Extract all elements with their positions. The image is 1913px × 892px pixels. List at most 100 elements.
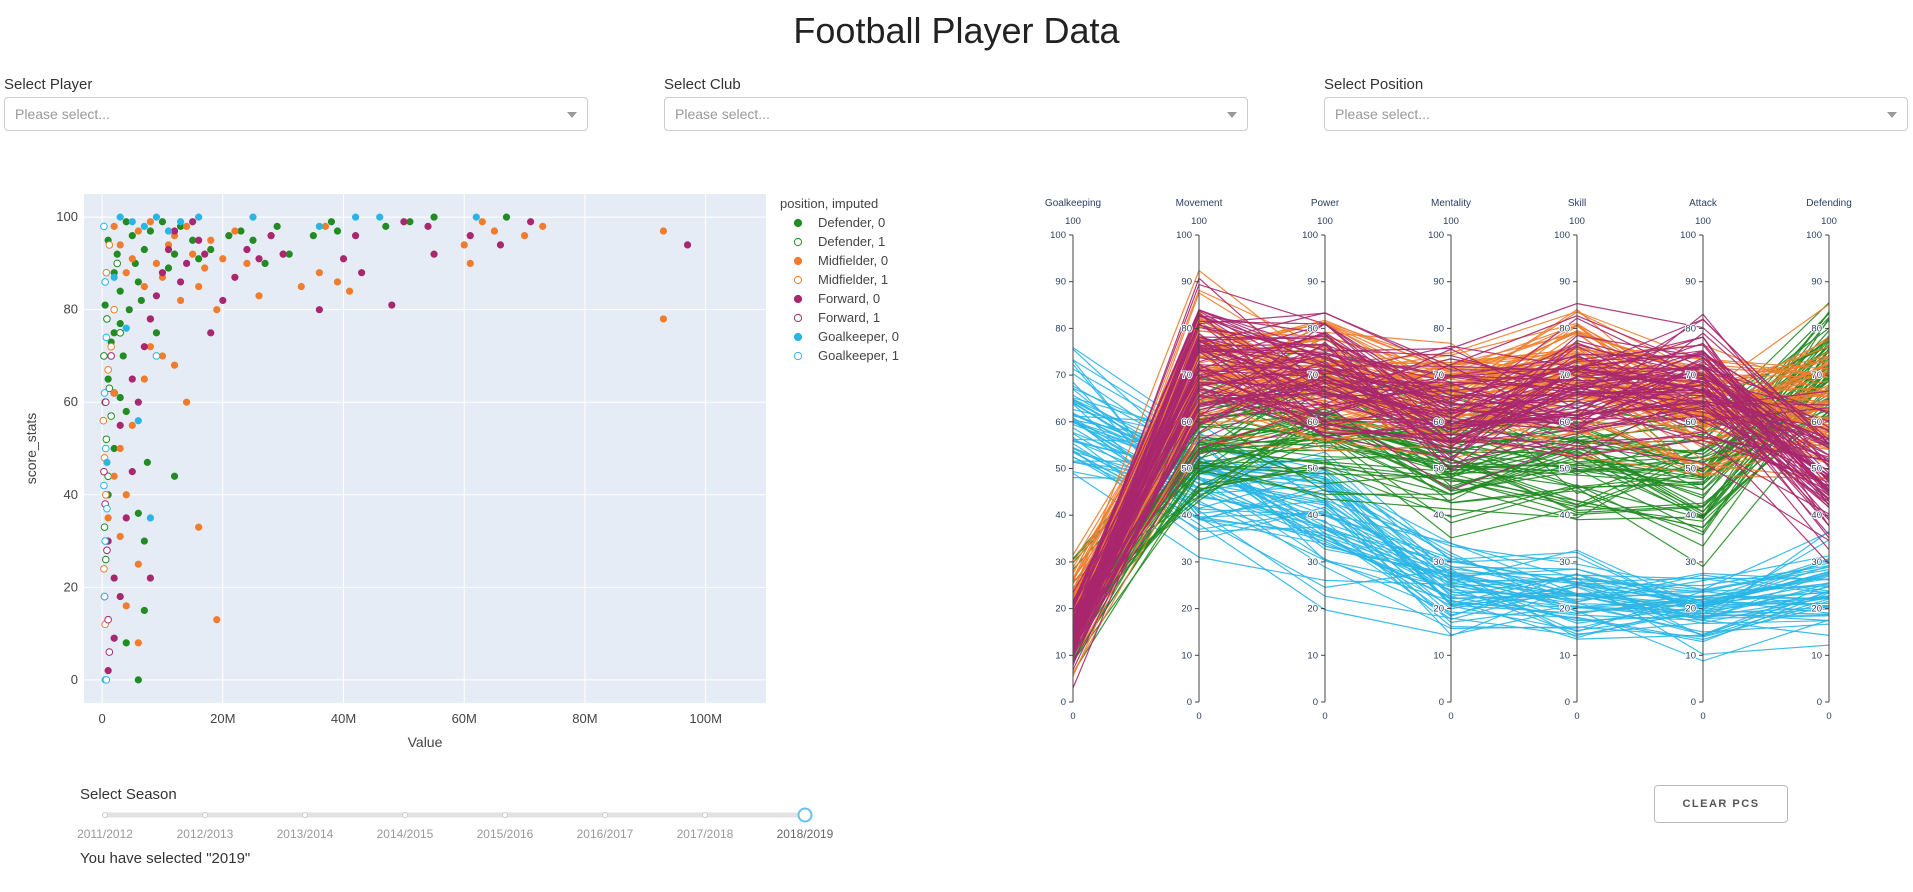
scatter-point[interactable] (110, 472, 118, 480)
scatter-point[interactable] (345, 287, 354, 295)
scatter-point[interactable] (424, 222, 432, 230)
scatter-point[interactable] (122, 218, 130, 226)
legend-marker[interactable] (793, 313, 803, 323)
scatter-point[interactable] (110, 389, 118, 397)
scatter-point[interactable] (107, 412, 115, 420)
parallel-coordinates-chart[interactable]: Goalkeeping10001020304050607080901000Mov… (1000, 180, 1900, 740)
scatter-point[interactable] (116, 444, 124, 453)
scatter-point[interactable] (231, 227, 239, 235)
scatter-point[interactable] (99, 416, 108, 425)
scatter-point[interactable] (140, 606, 148, 615)
scatter-point[interactable] (152, 352, 161, 360)
scatter-point[interactable] (388, 301, 396, 309)
scatter-point[interactable] (158, 269, 167, 277)
scatter-point[interactable] (116, 592, 124, 601)
slider-handle[interactable] (797, 807, 813, 823)
scatter-point[interactable] (358, 269, 366, 277)
scatter-point[interactable] (466, 259, 474, 268)
scatter-point[interactable] (255, 292, 263, 300)
scatter-point[interactable] (249, 236, 257, 244)
scatter-point[interactable] (128, 232, 136, 240)
scatter-point[interactable] (520, 232, 529, 240)
scatter-point[interactable] (315, 306, 323, 314)
scatter-point[interactable] (128, 218, 136, 226)
scatter-point[interactable] (113, 259, 121, 268)
scatter-point[interactable] (146, 514, 154, 522)
scatter-point[interactable] (460, 241, 468, 249)
scatter-point[interactable] (116, 329, 125, 337)
scatter-point[interactable] (279, 250, 287, 258)
scatter-point[interactable] (110, 222, 118, 230)
scatter-point[interactable] (104, 366, 112, 374)
scatter-point[interactable] (273, 222, 281, 230)
scatter-point[interactable] (107, 352, 115, 360)
scatter-point[interactable] (146, 574, 154, 582)
scatter-point[interactable] (183, 222, 191, 230)
scatter-point[interactable] (140, 537, 148, 545)
scatter-point[interactable] (231, 273, 239, 281)
scatter-point[interactable] (110, 305, 118, 314)
scatter-point[interactable] (140, 222, 148, 230)
scatter-point[interactable] (400, 218, 408, 226)
scatter-point[interactable] (128, 255, 136, 263)
scatter-point[interactable] (267, 232, 275, 240)
scatter-point[interactable] (164, 227, 173, 235)
scatter-point[interactable] (189, 250, 197, 258)
scatter-point[interactable] (105, 241, 114, 249)
scatter-point[interactable] (333, 227, 342, 235)
scatter-point[interactable] (116, 287, 124, 295)
scatter-point[interactable] (249, 213, 257, 221)
scatter-point[interactable] (122, 602, 130, 610)
scatter-point[interactable] (122, 407, 130, 416)
scatter-point[interactable] (134, 639, 142, 647)
scatter-point[interactable] (105, 648, 114, 656)
scatter-point[interactable] (134, 227, 142, 235)
scatter-point[interactable] (140, 282, 148, 291)
scatter-point[interactable] (490, 227, 499, 235)
scatter-point[interactable] (128, 421, 136, 429)
scatter-point[interactable] (189, 236, 197, 244)
scatter-point[interactable] (195, 255, 203, 263)
scatter-point[interactable] (140, 343, 148, 351)
scatter-point[interactable] (207, 329, 215, 337)
scatter-point[interactable] (466, 232, 474, 240)
scatter-point[interactable] (101, 537, 109, 545)
scatter-point[interactable] (137, 296, 145, 305)
scatter-point[interactable] (116, 532, 124, 541)
scatter-point[interactable] (134, 509, 142, 517)
scatter-point[interactable] (376, 213, 384, 221)
scatter-point[interactable] (101, 444, 110, 453)
scatter-point[interactable] (110, 444, 118, 453)
scatter-point[interactable] (116, 241, 124, 249)
legend-marker[interactable] (793, 218, 803, 228)
scatter-point[interactable] (243, 245, 251, 254)
season-slider[interactable]: 2011/2012 2012/2013 2013/2014 2014/2015 2015… (60, 803, 860, 853)
scatter-point[interactable] (683, 241, 692, 249)
scatter-point[interactable] (100, 481, 108, 490)
scatter-point[interactable] (207, 245, 215, 254)
scatter-point[interactable] (176, 296, 185, 305)
scatter-point[interactable] (101, 555, 110, 564)
scatter-point[interactable] (219, 296, 227, 305)
scatter-point[interactable] (201, 264, 209, 272)
scatter-point[interactable] (134, 417, 142, 425)
scatter-point[interactable] (104, 667, 112, 675)
scatter-point[interactable] (430, 250, 438, 258)
scatter-point[interactable] (478, 218, 486, 226)
scatter-point[interactable] (164, 245, 173, 254)
scatter-point[interactable] (119, 352, 127, 360)
scatter-point[interactable] (122, 491, 130, 499)
clear-pcs-button[interactable]: CLEAR PCS (1654, 785, 1788, 823)
scatter-point[interactable] (170, 227, 179, 235)
scatter-point[interactable] (237, 227, 245, 235)
scatter-point[interactable] (152, 259, 161, 268)
scatter-point[interactable] (183, 398, 191, 406)
scatter-point[interactable] (102, 435, 111, 444)
scatter-point[interactable] (103, 315, 111, 323)
scatter-point[interactable] (183, 259, 191, 268)
scatter-point[interactable] (107, 342, 115, 351)
scatter-point[interactable] (105, 384, 114, 393)
scatter-point[interactable] (104, 375, 112, 383)
scatter-point[interactable] (152, 329, 161, 337)
scatter-point[interactable] (309, 232, 317, 240)
